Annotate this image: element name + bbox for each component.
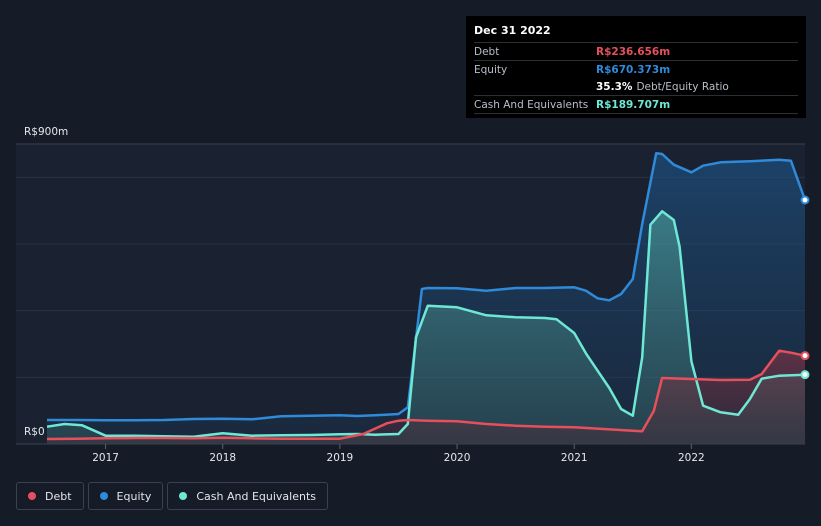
tooltip-row-equity: Equity R$670.373m — [474, 60, 798, 78]
tooltip-cash-value: R$189.707m — [596, 98, 671, 111]
legend-item-equity[interactable]: Equity — [87, 482, 164, 510]
legend-item-debt[interactable]: Debt — [16, 482, 84, 510]
x-tick-label: 2020 — [444, 452, 471, 464]
legend: Debt Equity Cash And Equivalents — [16, 482, 328, 510]
y-axis-bottom-label: R$0 — [24, 426, 45, 438]
tooltip-row-debt: Debt R$236.656m — [474, 42, 798, 60]
cash-and-equivalents-end-marker — [800, 370, 810, 380]
legend-item-cash[interactable]: Cash And Equivalents — [167, 482, 328, 510]
debt-area — [47, 350, 805, 444]
equity-area — [47, 153, 805, 445]
equity-line — [47, 152, 807, 422]
y-axis-top-label: R$900m — [24, 126, 68, 138]
x-tick-label: 2018 — [209, 452, 236, 464]
tooltip-equity-label: Equity — [474, 63, 508, 76]
tooltip-row-cash: Cash And Equivalents R$189.707m — [474, 95, 798, 114]
legend-cash-label: Cash And Equivalents — [196, 489, 316, 503]
x-tick-label: 2019 — [327, 452, 354, 464]
tooltip-date: Dec 31 2022 — [474, 24, 551, 37]
equity-dot-icon — [99, 492, 108, 500]
legend-debt-label: Debt — [45, 489, 72, 503]
x-tick-label: 2021 — [561, 452, 588, 464]
x-tick-label: 2022 — [678, 452, 705, 464]
tooltip-ratio-value: 35.3% — [596, 80, 633, 93]
cash-and-equivalents-line — [46, 210, 806, 438]
debt-dot-icon — [28, 492, 36, 500]
x-tick-label: 2017 — [92, 452, 119, 464]
tooltip-row-ratio: 35.3% Debt/Equity Ratio — [474, 78, 798, 95]
legend-equity-label: Equity — [116, 489, 152, 503]
tooltip-debt-label: Debt — [474, 45, 500, 58]
tooltip-cash-label: Cash And Equivalents — [474, 98, 589, 111]
debt-line — [46, 349, 806, 441]
cash-dot-icon — [179, 492, 188, 500]
tooltip-ratio-label: Debt/Equity Ratio — [636, 80, 729, 93]
tooltip-equity-value: R$670.373m — [596, 63, 671, 76]
x-axis-ticks: 2017 2018 2019 2020 2021 2022 — [92, 444, 705, 464]
tooltip-debt-value: R$236.656m — [596, 45, 671, 58]
series-lines — [46, 152, 807, 441]
series-areas — [47, 153, 805, 445]
cash-and-equivalents-area — [47, 211, 805, 444]
end-markers — [800, 195, 810, 380]
equity-end-marker — [800, 195, 810, 205]
debt-end-marker — [800, 351, 810, 361]
tooltip: Dec 31 2022 Debt R$236.656m Equity R$670… — [466, 16, 806, 118]
